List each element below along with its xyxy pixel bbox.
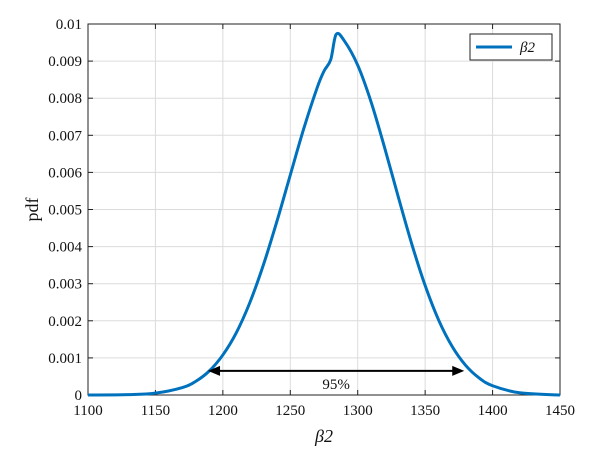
interval-label: 95% bbox=[322, 377, 350, 393]
y-tick-label: 0.007 bbox=[48, 128, 82, 144]
x-tick-label: 1200 bbox=[208, 403, 238, 419]
y-tick-label: 0.01 bbox=[56, 17, 82, 33]
legend-label: β2 bbox=[519, 40, 535, 56]
arrow-head-right bbox=[452, 365, 465, 376]
x-tick-label: 1450 bbox=[545, 403, 575, 419]
y-tick-label: 0.009 bbox=[48, 54, 82, 70]
x-tick-label: 1100 bbox=[73, 403, 102, 419]
y-tick-label: 0.006 bbox=[48, 165, 82, 181]
x-tick-label: 1300 bbox=[343, 403, 373, 419]
y-tick-label: 0 bbox=[75, 388, 83, 404]
arrow-head-left bbox=[208, 365, 221, 376]
y-tick-label: 0.002 bbox=[48, 314, 82, 330]
series-layer bbox=[87, 31, 561, 397]
y-tick-label: 0.003 bbox=[48, 277, 82, 293]
y-tick-label: 0.004 bbox=[48, 240, 82, 256]
annotation-layer: 95% bbox=[208, 365, 465, 393]
x-tick-label: 1250 bbox=[275, 403, 305, 419]
x-tick-label: 1400 bbox=[478, 403, 508, 419]
y-tick-label: 0.005 bbox=[48, 203, 82, 219]
axis-ticks: 1100 1150 1200 1250 1300 1350 1400 1450 0 0.001 0.… bbox=[48, 17, 575, 419]
series-line bbox=[87, 31, 561, 397]
y-tick-label: 0.008 bbox=[48, 91, 82, 107]
grid bbox=[87, 23, 561, 396]
y-tick-label: 0.001 bbox=[48, 351, 82, 367]
y-axis-label: pdf bbox=[22, 198, 42, 222]
x-tick-label: 1350 bbox=[410, 403, 440, 419]
x-axis-label: β2 bbox=[314, 426, 333, 446]
x-tick-label: 1150 bbox=[141, 403, 170, 419]
legend: β2 bbox=[469, 33, 553, 61]
